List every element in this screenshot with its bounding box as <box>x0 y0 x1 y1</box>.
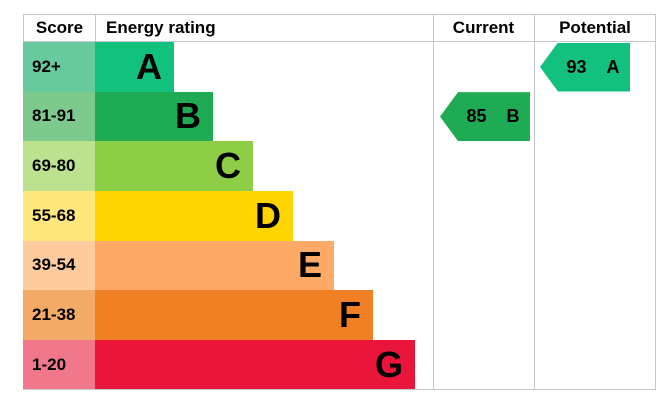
current-column-border <box>433 14 434 390</box>
table-bottom-border <box>23 389 656 390</box>
band-bar: F <box>95 290 373 340</box>
band-row: 92+ A <box>23 42 433 92</box>
band-row: 21-38 F <box>23 290 433 340</box>
potential-rating-value: 93 <box>566 56 587 77</box>
band-row: 81-91 B <box>23 91 433 142</box>
band-bar: C <box>95 141 253 191</box>
band-row: 39-54 E <box>23 240 433 291</box>
table-header-row: Score Energy rating Current Potential <box>23 14 656 42</box>
epc-table: Score Energy rating Current Potential 92… <box>23 14 656 390</box>
band-score-range: 55-68 <box>23 190 95 241</box>
potential-column-border <box>534 14 535 390</box>
table-right-border <box>655 14 656 390</box>
current-rating-arrow: 85 B <box>440 92 530 142</box>
band-score-range: 1-20 <box>23 339 95 390</box>
potential-column-header: Potential <box>559 18 631 37</box>
band-row: 1-20 G <box>23 339 433 390</box>
band-score-range: 69-80 <box>23 141 95 191</box>
energy-rating-column-header: Energy rating <box>95 15 433 41</box>
band-bar: A <box>95 42 174 92</box>
band-row: 55-68 D <box>23 190 433 241</box>
band-bar: B <box>95 91 213 142</box>
potential-rating-arrow: 93 A <box>540 42 630 92</box>
band-row: 69-80 C <box>23 141 433 191</box>
band-score-range: 81-91 <box>23 91 95 142</box>
band-rows: 92+ A 81-91 B 69-80 C 55-68 D 39-54 E 21… <box>23 42 433 390</box>
current-rating-value: 85 <box>466 106 487 127</box>
potential-rating-letter: A <box>606 56 620 77</box>
band-bar: D <box>95 190 293 241</box>
band-score-range: 39-54 <box>23 240 95 291</box>
band-bar: G <box>95 339 415 390</box>
band-score-range: 21-38 <box>23 290 95 340</box>
band-bar: E <box>95 240 334 291</box>
current-column-header: Current <box>452 18 515 37</box>
band-score-range: 92+ <box>23 42 95 92</box>
score-column-header: Score <box>23 15 95 41</box>
current-rating-letter: B <box>506 106 520 127</box>
